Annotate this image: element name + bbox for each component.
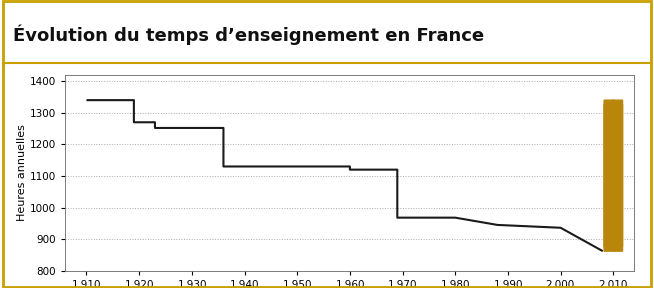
FancyArrow shape <box>604 100 623 251</box>
FancyArrow shape <box>604 100 623 251</box>
Text: Évolution du temps d’enseignement en France: Évolution du temps d’enseignement en Fra… <box>13 24 484 45</box>
Y-axis label: Heures annuelles: Heures annuelles <box>18 124 27 221</box>
